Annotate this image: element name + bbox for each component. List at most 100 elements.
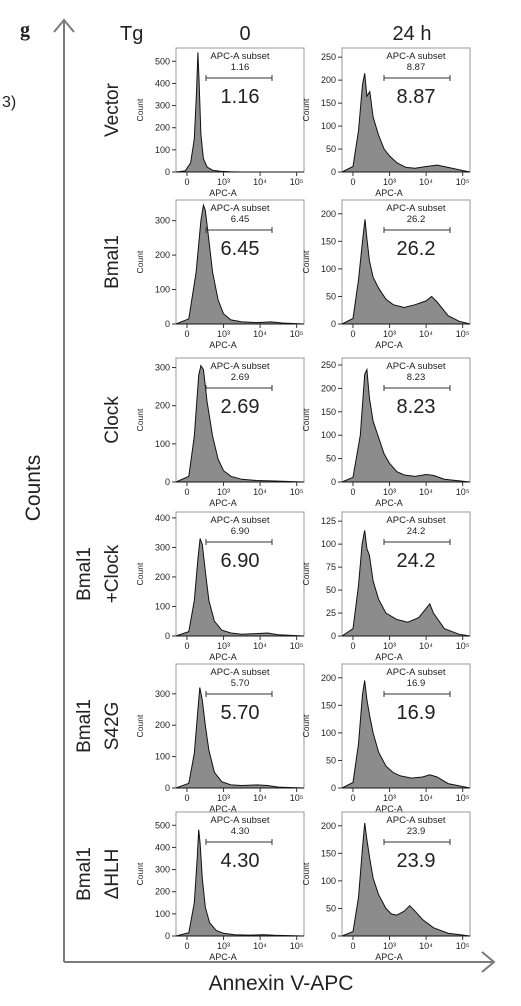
y-axis-label: Count	[135, 250, 145, 273]
y-axis-label: Count	[135, 714, 145, 737]
y-tick-label: 400	[155, 513, 170, 523]
y-axis-label: Count	[301, 862, 311, 885]
x-tick-label: 0	[184, 487, 189, 497]
gate-percent-small: 23.9	[407, 826, 426, 837]
x-tick-label: 10⁴	[419, 793, 433, 803]
x-tick-label: 10⁴	[253, 641, 267, 651]
histogram-area	[341, 822, 471, 937]
histogram-area	[175, 829, 305, 937]
outer-y-title: Counts	[22, 455, 45, 522]
y-axis-label: Count	[301, 98, 311, 121]
gate-percent-small: 26.2	[407, 214, 426, 225]
gate-percent-small: 5.70	[231, 678, 250, 689]
histogram-area	[341, 73, 471, 173]
gate-percent-large: 8.87	[397, 86, 436, 108]
y-tick-label: 100	[321, 121, 336, 131]
gate-subset-label: APC-A subset	[210, 203, 269, 214]
x-tick-label: 10⁵	[456, 177, 470, 187]
y-tick-label: 100	[321, 264, 336, 274]
x-tick-label: 10³	[217, 793, 230, 803]
x-tick-label: 10⁴	[419, 177, 433, 187]
y-tick-label: 0	[331, 631, 336, 641]
x-tick-label: 10³	[383, 177, 396, 187]
y-tick-label: 150	[321, 848, 336, 858]
corner-fragment: 3)	[2, 94, 16, 111]
x-tick-label: 10⁴	[253, 793, 267, 803]
histogram-panel: 0 100 200 300 400 Count 0 10³ 10⁴ 10⁵ APC-A APC-A s…	[135, 511, 305, 662]
y-axis-label: Count	[301, 408, 311, 431]
x-axis-label: APC-A	[375, 804, 403, 814]
y-tick-label: 150	[321, 700, 336, 710]
x-tick-label: 0	[184, 329, 189, 339]
y-tick-label: 300	[155, 216, 170, 226]
histogram-area	[341, 219, 471, 325]
gate-percent-large: 1.16	[221, 86, 260, 108]
x-tick-label: 10³	[217, 177, 230, 187]
gate-subset-label: APC-A subset	[386, 203, 445, 214]
row-label-line: Bmal1	[102, 235, 123, 289]
x-tick-label: 10³	[383, 641, 396, 651]
y-tick-label: 200	[321, 209, 336, 219]
x-axis-label: APC-A	[375, 952, 403, 962]
y-axis-label: Count	[135, 562, 145, 585]
y-tick-label: 100	[321, 539, 336, 549]
histogram-area	[341, 680, 471, 789]
tg-label: Tg	[120, 23, 143, 45]
histogram-panel: 0 100 200 300 Count 0 10³ 10⁴ 10⁵ APC-A APC-A subs…	[135, 357, 305, 508]
y-tick-label: 125	[321, 516, 336, 526]
histogram-panels: 0 100 200 300 400 500 Count 0 10³ 10⁴ 10⁵ APC-A APC-…	[135, 47, 471, 962]
x-tick-label: 10⁴	[253, 329, 267, 339]
y-tick-label: 0	[331, 477, 336, 487]
histogram-panel: 0 100 200 300 Count 0 10³ 10⁴ 10⁵ APC-A APC-A subs…	[135, 199, 305, 350]
y-tick-label: 200	[321, 383, 336, 393]
x-tick-label: 0	[350, 487, 355, 497]
x-axis-label: APC-A	[375, 652, 403, 662]
y-tick-label: 25	[326, 608, 336, 618]
x-tick-label: 10⁵	[290, 941, 304, 951]
y-tick-label: 500	[155, 56, 170, 66]
gate-subset-label: APC-A subset	[210, 667, 269, 678]
x-tick-label: 10³	[217, 641, 230, 651]
gate-percent-large: 4.30	[221, 850, 260, 872]
histogram-area	[175, 687, 305, 789]
x-tick-label: 10⁵	[290, 487, 304, 497]
x-tick-label: 0	[350, 177, 355, 187]
x-tick-label: 10³	[217, 487, 230, 497]
x-tick-label: 0	[350, 941, 355, 951]
x-axis-label: APC-A	[375, 340, 403, 350]
y-axis-label: Count	[301, 714, 311, 737]
histogram-area	[175, 52, 304, 173]
y-tick-label: 100	[155, 909, 170, 919]
y-tick-label: 0	[165, 783, 170, 793]
histogram-panel: 0 50 100 150 200 250 Count 0 10³ 10⁴ 10⁵ APC-A APC-A…	[301, 47, 471, 198]
gate-percent-large: 8.23	[397, 396, 436, 418]
gate-percent-small: 8.87	[407, 62, 426, 73]
gate-percent-small: 1.16	[231, 62, 250, 73]
row-label-line: Bmal1	[74, 847, 95, 901]
outer-y-arrowhead	[53, 18, 75, 33]
y-tick-label: 0	[165, 931, 170, 941]
y-tick-label: 200	[155, 401, 170, 411]
y-tick-label: 0	[165, 631, 170, 641]
y-tick-label: 300	[155, 363, 170, 373]
x-tick-label: 10⁴	[253, 941, 267, 951]
gate-subset-label: APC-A subset	[210, 51, 269, 62]
gate-subset-label: APC-A subset	[386, 361, 445, 372]
gate-percent-large: 5.70	[221, 702, 260, 724]
y-tick-label: 0	[331, 783, 336, 793]
y-tick-label: 200	[321, 673, 336, 683]
x-tick-label: 10⁵	[290, 177, 304, 187]
row-labels: Vector Bmal1 Clock Bmal1 +Clock Bmal1 S42G Bmal…	[74, 82, 123, 901]
histogram-panel: 0 50 100 150 200 Count 0 10³ 10⁴ 10⁵ APC-A APC-A su…	[301, 663, 471, 814]
histogram-panel: 0 100 200 300 Count 0 10³ 10⁴ 10⁵ APC-A APC-A subs…	[135, 663, 305, 814]
x-tick-label: 10³	[383, 329, 396, 339]
x-tick-label: 10⁴	[419, 329, 433, 339]
x-tick-label: 0	[184, 941, 189, 951]
y-axis-label: Count	[135, 862, 145, 885]
y-tick-label: 100	[321, 430, 336, 440]
gate-subset-label: APC-A subset	[210, 515, 269, 526]
gate-subset-label: APC-A subset	[386, 515, 445, 526]
gate-percent-large: 2.69	[221, 396, 260, 418]
gate-percent-large: 23.9	[397, 850, 436, 872]
